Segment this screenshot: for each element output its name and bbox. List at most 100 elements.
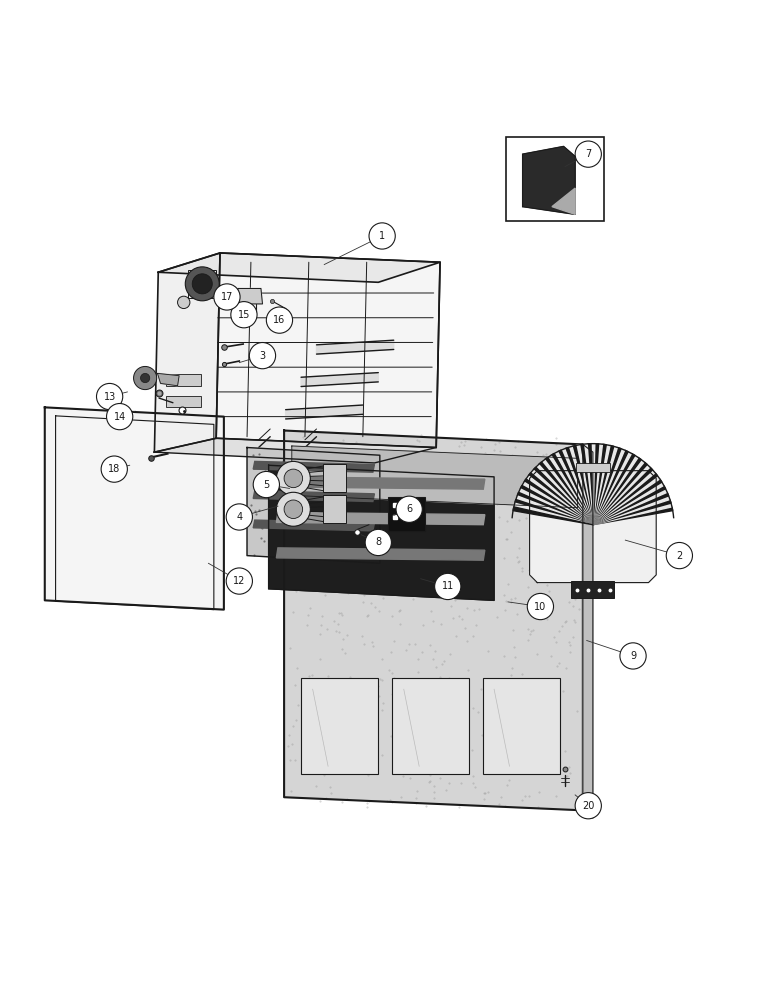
Bar xyxy=(482,678,560,774)
Polygon shape xyxy=(593,467,652,525)
Polygon shape xyxy=(593,462,647,525)
Polygon shape xyxy=(528,473,593,525)
Polygon shape xyxy=(520,485,593,525)
Circle shape xyxy=(253,471,279,498)
Polygon shape xyxy=(593,449,625,525)
Circle shape xyxy=(396,496,422,522)
Polygon shape xyxy=(238,288,262,304)
Polygon shape xyxy=(533,467,593,525)
Circle shape xyxy=(276,461,310,495)
Text: 12: 12 xyxy=(233,576,245,586)
Polygon shape xyxy=(547,455,593,525)
Polygon shape xyxy=(583,444,593,818)
Polygon shape xyxy=(301,373,378,387)
Polygon shape xyxy=(292,446,577,508)
Text: 13: 13 xyxy=(103,392,116,402)
Polygon shape xyxy=(247,448,380,563)
Polygon shape xyxy=(253,491,374,502)
Polygon shape xyxy=(593,453,635,525)
Text: 16: 16 xyxy=(273,315,286,325)
Circle shape xyxy=(231,302,257,328)
Circle shape xyxy=(666,542,692,569)
Polygon shape xyxy=(154,438,436,463)
Circle shape xyxy=(575,793,601,819)
Bar xyxy=(392,678,469,774)
Polygon shape xyxy=(587,444,593,525)
Text: 1: 1 xyxy=(379,231,385,241)
Polygon shape xyxy=(552,188,575,214)
Polygon shape xyxy=(593,446,618,525)
Text: 17: 17 xyxy=(221,292,233,302)
Polygon shape xyxy=(593,507,672,525)
Polygon shape xyxy=(536,464,593,525)
Circle shape xyxy=(527,593,554,620)
Polygon shape xyxy=(568,446,593,525)
Polygon shape xyxy=(576,445,593,525)
Circle shape xyxy=(96,383,123,410)
Polygon shape xyxy=(253,520,374,531)
Text: 6: 6 xyxy=(406,504,412,514)
Circle shape xyxy=(226,568,252,594)
Polygon shape xyxy=(216,253,440,448)
Text: 3: 3 xyxy=(259,351,266,361)
Polygon shape xyxy=(593,473,658,525)
Text: 4: 4 xyxy=(236,512,242,522)
Polygon shape xyxy=(580,444,593,525)
Polygon shape xyxy=(530,471,656,583)
Polygon shape xyxy=(593,492,669,525)
Polygon shape xyxy=(530,470,593,525)
Circle shape xyxy=(178,296,190,309)
Circle shape xyxy=(141,373,150,383)
Polygon shape xyxy=(593,455,638,525)
Text: 18: 18 xyxy=(108,464,120,474)
Polygon shape xyxy=(557,450,593,525)
Polygon shape xyxy=(524,479,593,525)
Bar xyxy=(576,463,610,472)
Polygon shape xyxy=(554,452,593,525)
Polygon shape xyxy=(541,460,593,525)
Polygon shape xyxy=(572,445,593,525)
Polygon shape xyxy=(513,507,593,525)
Polygon shape xyxy=(593,450,628,525)
Polygon shape xyxy=(593,485,665,525)
Circle shape xyxy=(214,284,240,310)
Bar xyxy=(301,678,378,774)
Polygon shape xyxy=(593,452,631,525)
Polygon shape xyxy=(284,431,583,810)
Text: 5: 5 xyxy=(263,480,269,490)
Polygon shape xyxy=(157,373,179,386)
Polygon shape xyxy=(539,462,593,525)
Circle shape xyxy=(276,492,310,526)
Polygon shape xyxy=(593,503,672,525)
Circle shape xyxy=(575,141,601,167)
Polygon shape xyxy=(544,457,593,525)
Circle shape xyxy=(134,366,157,390)
Circle shape xyxy=(284,500,303,519)
Polygon shape xyxy=(317,340,394,354)
Circle shape xyxy=(192,274,212,294)
Polygon shape xyxy=(593,444,606,525)
Polygon shape xyxy=(593,464,650,525)
Polygon shape xyxy=(253,461,374,472)
Polygon shape xyxy=(269,465,494,600)
Bar xyxy=(323,495,346,523)
Text: 7: 7 xyxy=(585,149,591,159)
Polygon shape xyxy=(593,482,664,525)
Polygon shape xyxy=(276,477,485,489)
Text: 10: 10 xyxy=(534,602,547,612)
Polygon shape xyxy=(593,470,655,525)
Text: 14: 14 xyxy=(113,412,126,422)
Polygon shape xyxy=(584,444,593,525)
Polygon shape xyxy=(514,503,593,525)
Polygon shape xyxy=(276,512,485,525)
Text: 11: 11 xyxy=(442,581,454,591)
Text: 8: 8 xyxy=(375,537,381,547)
Polygon shape xyxy=(515,499,593,525)
Text: 2: 2 xyxy=(676,551,682,561)
Polygon shape xyxy=(591,444,594,525)
Polygon shape xyxy=(517,492,593,525)
Text: 9: 9 xyxy=(630,651,636,661)
Bar xyxy=(323,464,346,492)
Circle shape xyxy=(107,403,133,430)
Circle shape xyxy=(365,529,391,556)
